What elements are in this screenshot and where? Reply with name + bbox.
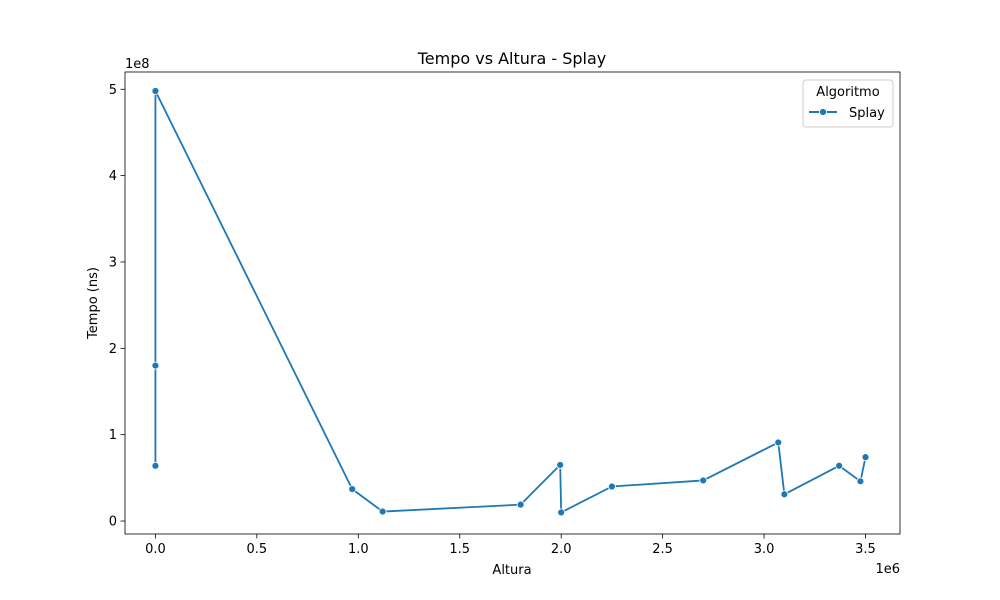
x-tick-label: 1.5 [449,542,470,557]
legend: Algoritmo Splay [802,79,894,128]
data-point [608,482,616,491]
x-offset-label: 1e6 [875,562,900,577]
axes-frame [124,71,901,535]
y-tick-label: 0 [109,515,117,530]
x-tick-label: 3.5 [855,542,876,557]
data-point [378,507,387,516]
data-point [780,490,789,499]
data-point [774,438,783,447]
x-tick-label: 2.5 [652,542,673,557]
plot-area: 0.0 0.5 1.0 1.5 2.0 2.5 3.0 3.5 0 1 2 3 4 5 [109,71,901,557]
x-axis-label: Altura [492,563,531,578]
data-point [151,361,160,370]
data-point [557,508,566,517]
legend-marker-swatch [819,108,827,116]
x-tick-label: 0.5 [247,542,268,557]
y-tick-label: 1 [109,428,117,443]
x-tick-label: 2.0 [551,542,572,557]
x-tick-label: 0.0 [145,542,166,557]
y-tick-label: 2 [109,342,117,357]
y-tick-label: 5 [109,83,117,98]
data-point [516,500,525,509]
data-point [348,485,357,493]
data-point [835,461,844,470]
legend-box [802,79,894,128]
legend-entry-splay: Splay [849,106,885,121]
y-tick-label: 4 [109,169,117,184]
y-tick-label: 3 [109,255,117,270]
data-point [151,87,160,95]
data-point [856,477,865,486]
y-offset-label: 1e8 [125,57,150,72]
data-point [861,453,870,462]
data-point [151,461,160,470]
x-tick-label: 1.0 [348,542,369,557]
data-point [556,461,565,469]
y-axis-label: Tempo (ns) [86,267,101,340]
data-point [699,476,708,485]
x-tick-label: 3.0 [754,542,775,557]
chart-title: Tempo vs Altura - Splay [417,49,607,68]
series-line-splay [154,90,867,514]
legend-title: Algoritmo [816,85,879,100]
